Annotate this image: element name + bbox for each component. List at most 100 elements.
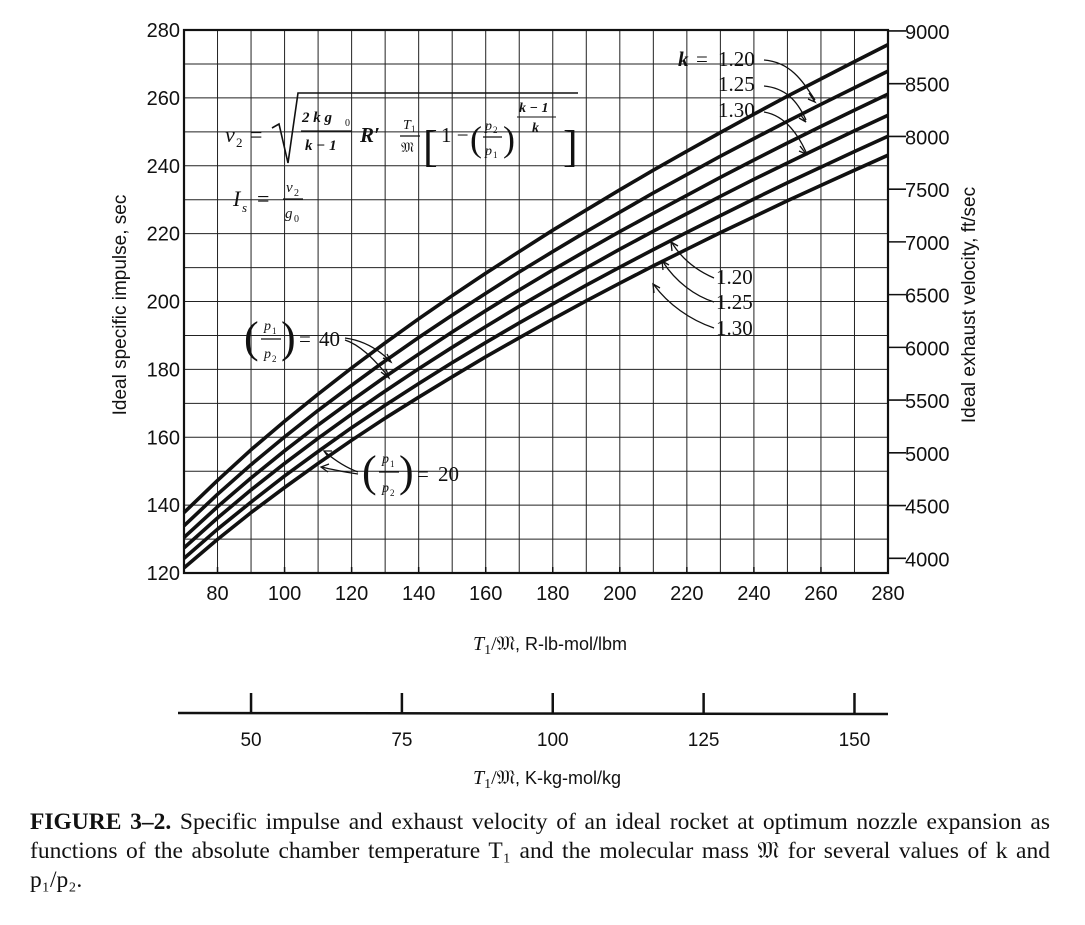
x-tick-label: 240 <box>737 583 770 605</box>
svg-text:1: 1 <box>272 326 277 336</box>
right-y-tick-label: 5500 <box>905 391 950 413</box>
svg-text:[: [ <box>423 122 438 171</box>
svg-text:R′: R′ <box>359 123 380 147</box>
left-y-tick-label: 240 <box>147 156 180 178</box>
svg-text:0: 0 <box>345 118 350 129</box>
svg-text:k: k <box>532 121 539 136</box>
curve-pr40-k120 <box>182 42 889 514</box>
si-tick-label: 100 <box>537 730 569 751</box>
left-y-tick-label: 220 <box>147 224 180 246</box>
svg-text:=: = <box>417 462 429 486</box>
performance-curves <box>182 42 889 570</box>
right-y-tick-label: 6500 <box>905 286 950 308</box>
svg-text:(: ( <box>470 119 482 159</box>
svg-text:2: 2 <box>272 354 277 364</box>
left-y-tick-label: 200 <box>147 292 180 314</box>
svg-text:20: 20 <box>438 462 459 486</box>
curve-pr20-k130 <box>182 153 889 570</box>
svg-text:=: = <box>299 327 311 351</box>
svg-text:(: ( <box>362 447 377 496</box>
svg-text:k − 1: k − 1 <box>305 138 337 154</box>
left-y-axis-ticks: 120 140 160 180 200 220 240 260 280 <box>147 20 180 585</box>
left-y-tick-label: 180 <box>147 359 180 381</box>
grid-lines <box>184 30 888 573</box>
right-y-tick-label: 5000 <box>905 444 950 466</box>
x-tick-label: 80 <box>206 583 228 605</box>
svg-text:): ) <box>503 119 515 159</box>
left-y-tick-label: 280 <box>147 20 180 42</box>
svg-text:p: p <box>484 144 492 159</box>
rocket-performance-chart: 80 100 120 140 160 180 200 220 240 260 280 1201401… <box>110 20 980 792</box>
svg-text:2: 2 <box>390 488 395 498</box>
svg-text:g: g <box>285 206 293 222</box>
right-y-tick-label: 4000 <box>905 549 950 571</box>
x-tick-label: 200 <box>603 583 636 605</box>
svg-text:p: p <box>263 319 271 334</box>
right-y-tick-label: 7500 <box>905 180 950 202</box>
svg-text:𝔐: 𝔐 <box>401 141 414 156</box>
svg-text:T: T <box>403 118 412 133</box>
x-tick-label: 140 <box>402 583 435 605</box>
pressure-ratio-20-label: ( p 1 p 2 ) = 20 <box>319 447 459 498</box>
left-y-axis-label: Ideal specific impulse, sec <box>110 195 131 416</box>
left-y-tick-label: 160 <box>147 427 180 449</box>
curve-pr40-k130 <box>182 92 889 539</box>
svg-text:k − 1: k − 1 <box>519 101 548 116</box>
svg-text:2: 2 <box>236 135 243 150</box>
svg-text:p: p <box>263 347 271 362</box>
right-y-tick-label: 7000 <box>905 233 950 255</box>
x-axis-ticks: 80 100 120 140 160 180 200 220 240 260 280 <box>206 567 905 605</box>
svg-text:1: 1 <box>411 124 416 134</box>
svg-text:]: ] <box>563 122 578 171</box>
k-label-mid-1: 1.20 <box>716 265 753 289</box>
svg-text:p: p <box>381 452 389 467</box>
si-temperature-axis: 50 75 100 125 150 <box>177 693 889 751</box>
figure-caption-label: FIGURE 3–2. <box>30 809 172 835</box>
x-tick-label: 220 <box>670 583 703 605</box>
right-y-axis-label: Ideal exhaust velocity, ft/sec <box>959 187 980 423</box>
left-y-tick-label: 120 <box>147 563 180 585</box>
svg-text:1: 1 <box>390 459 395 469</box>
right-y-tick-label: 6000 <box>905 338 950 360</box>
svg-text:v: v <box>286 180 293 196</box>
right-y-tick-label: 8500 <box>905 75 950 97</box>
exhaust-velocity-equation: v 2 = 2 k g 0 k − 1 R′ T 1 𝔐 [ 1 − ( p 2… <box>225 92 578 171</box>
x-tick-label: 180 <box>536 583 569 605</box>
si-tick-label: 50 <box>240 730 261 751</box>
right-y-tick-label: 8000 <box>905 127 950 149</box>
svg-text:1: 1 <box>493 150 498 160</box>
si-tick-label: 150 <box>839 730 871 751</box>
k-label-mid-3: 1.30 <box>716 316 753 340</box>
svg-text:1 −: 1 − <box>441 123 469 147</box>
svg-text:2: 2 <box>493 125 498 135</box>
si-x-axis-label: T1/𝔐, K-kg-mol/kg <box>473 767 621 792</box>
svg-text:): ) <box>399 447 414 496</box>
x-tick-label: 260 <box>804 583 837 605</box>
svg-text:=: = <box>250 122 262 147</box>
x-tick-label: 160 <box>469 583 502 605</box>
right-y-axis-ticks: 4000 4500 5000 5500 6000 6500 7000 7500 8000 8500… <box>888 22 950 571</box>
svg-text:(: ( <box>244 313 259 362</box>
svg-text:40: 40 <box>319 327 340 351</box>
svg-text:I: I <box>232 186 242 211</box>
k-label-top-3: 1.30 <box>718 98 755 122</box>
k-label-top-1: 1.20 <box>718 47 755 71</box>
curve-pr20-k125 <box>182 134 889 560</box>
svg-text:p: p <box>484 119 492 134</box>
right-y-tick-label: 4500 <box>905 497 950 519</box>
x-axis-label: T1/𝔐, R-lb-mol/lbm <box>473 633 627 658</box>
x-tick-label: 100 <box>268 583 301 605</box>
svg-text:v: v <box>225 122 235 147</box>
specific-impulse-equation: I s = v 2 g 0 <box>232 180 303 225</box>
k-label-top-2: 1.25 <box>718 72 755 96</box>
svg-text:k: k <box>678 47 689 71</box>
svg-text:): ) <box>281 313 296 362</box>
k-labels-top: k = 1.20 1.25 1.30 <box>678 47 817 156</box>
svg-text:=: = <box>696 47 708 71</box>
left-y-tick-label: 260 <box>147 88 180 110</box>
svg-text:2 k g: 2 k g <box>301 110 333 126</box>
right-y-tick-label: 9000 <box>905 22 950 44</box>
curve-pr40-k125 <box>182 69 889 528</box>
svg-text:p: p <box>381 481 389 496</box>
k-label-mid-2: 1.25 <box>716 290 753 314</box>
